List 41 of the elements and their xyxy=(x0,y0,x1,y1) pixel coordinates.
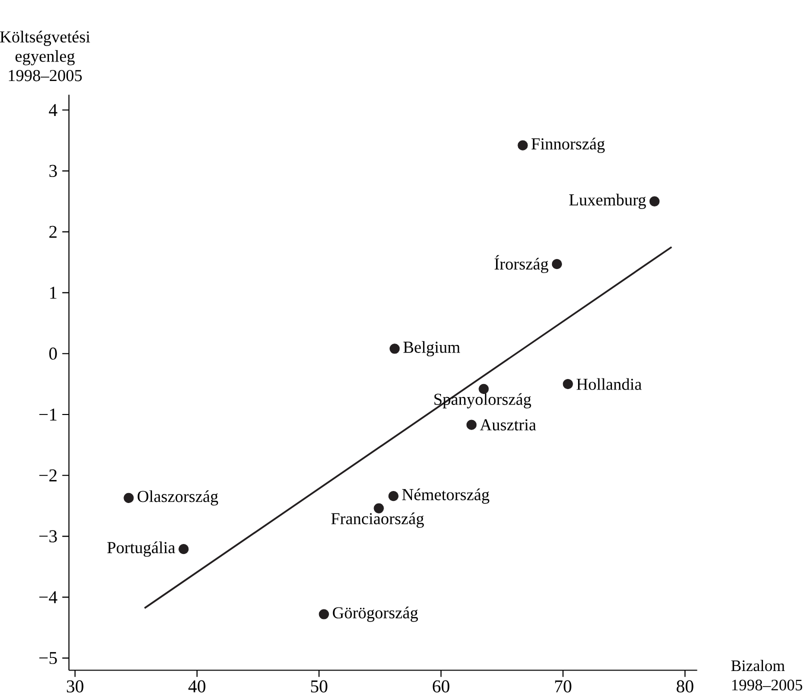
annotation: Belgium xyxy=(403,341,460,356)
y-axis-title: Költségvetési egyenleg 1998–2005 xyxy=(0,30,90,82)
point xyxy=(518,140,528,150)
x-axis-title: Bizalom 1998–2005 xyxy=(731,660,802,690)
annotation: Hollandia xyxy=(576,378,642,390)
y-tick-label: −5 xyxy=(39,652,57,664)
y-tick-label: 2 xyxy=(49,226,57,238)
y-tick-label: −4 xyxy=(39,591,58,604)
annotation: Ausztria xyxy=(480,419,536,430)
annotation: Luxemburg xyxy=(569,194,646,209)
point xyxy=(124,492,134,503)
annotation: Franciaország xyxy=(331,512,424,528)
y-tick-label: −3 xyxy=(39,530,57,542)
point xyxy=(552,259,562,270)
point xyxy=(562,378,573,390)
point xyxy=(388,491,399,502)
point xyxy=(649,196,660,206)
y-tick-label: −2 xyxy=(39,469,57,482)
y-tick-label: 3 xyxy=(49,164,57,177)
annotation: Finnország xyxy=(532,138,605,153)
y-tick-label: −1 xyxy=(39,408,56,420)
x-tick-label: 40 xyxy=(188,680,206,692)
x-tick-label: 30 xyxy=(66,680,84,692)
point xyxy=(178,544,189,554)
y-tick-label: 1 xyxy=(50,286,56,299)
point xyxy=(374,503,384,514)
point xyxy=(478,384,489,394)
point xyxy=(318,609,329,620)
annotation: Görögország xyxy=(332,606,418,622)
annotation: Németország xyxy=(402,488,490,504)
point xyxy=(390,344,400,354)
x-tick-label: 60 xyxy=(432,680,450,692)
y-tick-label: 4 xyxy=(48,104,58,116)
x-tick-label: 80 xyxy=(676,680,694,692)
y-tick-label: 0 xyxy=(49,348,57,360)
x-tick-label: 70 xyxy=(555,680,572,692)
point xyxy=(466,420,477,430)
annotation: Olaszország xyxy=(138,490,218,506)
x-tick-label: 50 xyxy=(311,680,328,692)
annotation: Írország xyxy=(494,255,548,274)
annotation: Portugália xyxy=(107,541,176,557)
